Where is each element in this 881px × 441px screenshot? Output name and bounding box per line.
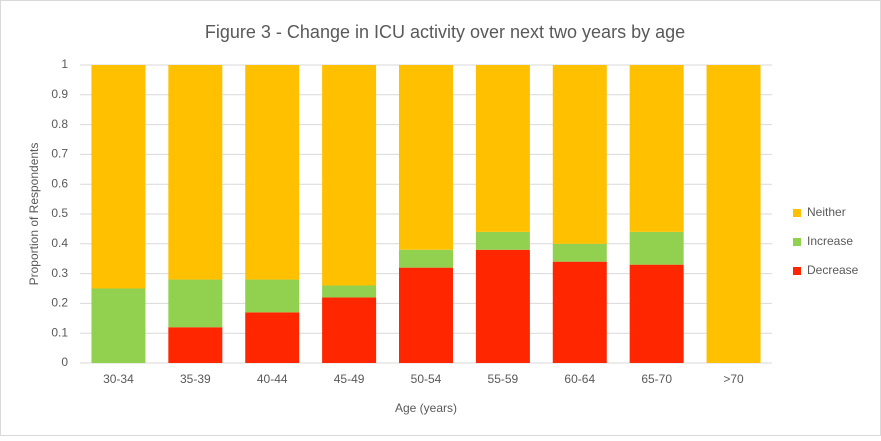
x-tick-label: 55-59 [488, 372, 519, 386]
legend-label: Increase [807, 234, 853, 248]
bar-segment [168, 279, 223, 328]
x-tick-label: >70 [723, 372, 744, 386]
x-tick-label: 60-64 [564, 372, 595, 386]
y-tick-label: 0.8 [51, 117, 68, 131]
bar-segment [322, 297, 377, 363]
bar-segment [629, 264, 684, 363]
x-tick-label: 50-54 [411, 372, 442, 386]
bar-segment [552, 243, 607, 262]
y-axis-title: Proportion of Respondents [27, 143, 41, 286]
y-tick-label: 0.1 [51, 325, 68, 339]
legend-swatch [793, 209, 801, 217]
bar-segment [475, 65, 530, 232]
x-tick-label: 30-34 [103, 372, 134, 386]
bar-segment [399, 65, 453, 250]
bar-segment [399, 249, 453, 268]
bar-segment [552, 261, 607, 363]
legend-label: Decrease [807, 263, 859, 277]
bar-segment [91, 65, 146, 289]
bar-segment [475, 249, 530, 363]
y-tick-label: 1 [61, 57, 68, 71]
bar-segment [245, 312, 300, 363]
x-tick-label: 45-49 [334, 372, 365, 386]
x-axis-title: Age (years) [395, 401, 457, 415]
bar-segment [245, 279, 300, 313]
y-tick-label: 0.7 [51, 147, 68, 161]
bar-segment [322, 285, 377, 298]
x-tick-label: 40-44 [257, 372, 288, 386]
bar-segment [629, 231, 684, 265]
y-tick-label: 0.6 [51, 176, 68, 190]
legend-swatch [793, 267, 801, 275]
bar-segment [706, 65, 761, 363]
legend-swatch [793, 238, 801, 246]
bar-segment [91, 288, 146, 363]
y-tick-label: 0.5 [51, 206, 68, 220]
bar-segment [168, 327, 223, 363]
y-tick-label: 0.9 [51, 87, 68, 101]
x-tick-label: 65-70 [641, 372, 672, 386]
bar-segment [168, 65, 223, 280]
legend-label: Neither [807, 205, 846, 219]
bar-segment [629, 65, 684, 232]
y-tick-label: 0.2 [51, 296, 68, 310]
y-tick-label: 0.3 [51, 266, 68, 280]
bar-segment [475, 231, 530, 250]
bar-segment [322, 65, 377, 286]
y-tick-label: 0.4 [51, 236, 68, 250]
bar-segment [552, 65, 607, 244]
bar-segment [399, 267, 453, 363]
y-tick-label: 0 [61, 355, 68, 369]
chart-title: Figure 3 - Change in ICU activity over n… [205, 22, 685, 42]
x-tick-label: 35-39 [180, 372, 211, 386]
bar-segment [245, 65, 300, 280]
